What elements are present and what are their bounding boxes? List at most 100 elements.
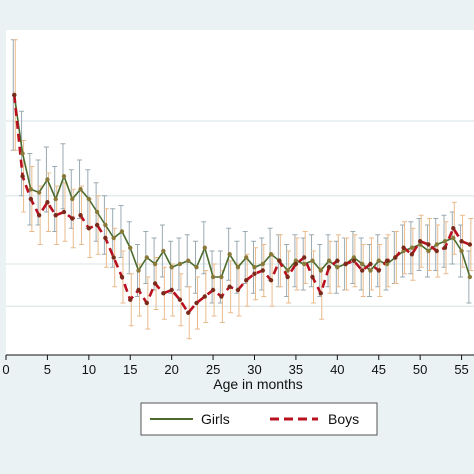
girls-point-15 bbox=[128, 245, 133, 250]
girls-point-20 bbox=[169, 265, 174, 270]
boys-point-38 bbox=[318, 291, 323, 296]
top-band bbox=[0, 0, 474, 30]
girls-point-43 bbox=[359, 261, 365, 267]
boys-point-12 bbox=[103, 235, 108, 241]
girls-point-42 bbox=[351, 255, 357, 260]
girls-point-25 bbox=[210, 274, 216, 280]
girls-point-19 bbox=[161, 248, 166, 254]
boys-point-49 bbox=[409, 252, 415, 257]
boys-point-14 bbox=[119, 274, 125, 280]
girls-point-7 bbox=[61, 174, 67, 179]
girls-point-50 bbox=[417, 242, 423, 247]
girls-point-39 bbox=[326, 258, 332, 263]
boys-point-9 bbox=[78, 213, 83, 218]
girls-point-40 bbox=[335, 265, 340, 270]
girls-point-9 bbox=[78, 187, 83, 192]
boys-point-47 bbox=[393, 255, 398, 260]
x-axis-ticks: 0 5 10 15 20 25 30 35 40 45 50 55 bbox=[2, 355, 469, 377]
boys-point-18 bbox=[152, 281, 158, 286]
x-tick-label-15: 15 bbox=[123, 362, 137, 377]
x-tick-label-40: 40 bbox=[330, 362, 344, 377]
boys-point-42 bbox=[351, 258, 357, 263]
girls-point-37 bbox=[310, 258, 315, 263]
boys-point-6 bbox=[53, 213, 58, 218]
boys-point-28 bbox=[235, 287, 241, 293]
boys-point-17 bbox=[144, 300, 150, 306]
girls-point-10 bbox=[86, 196, 92, 202]
boys-point-46 bbox=[384, 258, 390, 263]
girls-point-29 bbox=[244, 255, 249, 260]
boys-point-30 bbox=[252, 271, 257, 276]
girls-point-2 bbox=[20, 151, 25, 156]
girls-point-22 bbox=[186, 258, 191, 263]
boys-point-34 bbox=[285, 274, 290, 280]
girls-point-27 bbox=[227, 252, 232, 257]
girls-point-3 bbox=[28, 187, 34, 192]
x-tick-label-55: 55 bbox=[454, 362, 468, 377]
boys-point-8 bbox=[70, 216, 75, 221]
girls-point-55 bbox=[459, 248, 464, 254]
boys-point-43 bbox=[359, 268, 365, 273]
boys-point-48 bbox=[401, 245, 406, 250]
boys-point-27 bbox=[227, 284, 232, 289]
boys-point-41 bbox=[343, 261, 348, 267]
boys-point-33 bbox=[277, 258, 282, 263]
boys-point-19 bbox=[161, 291, 166, 296]
boys-point-39 bbox=[326, 265, 332, 270]
girls-point-53 bbox=[442, 239, 448, 244]
boys-point-53 bbox=[442, 245, 448, 250]
girls-point-12 bbox=[103, 222, 108, 228]
girls-point-17 bbox=[144, 255, 150, 260]
girls-point-54 bbox=[451, 235, 456, 241]
boys-point-16 bbox=[136, 287, 141, 293]
boys-point-52 bbox=[434, 248, 439, 254]
boys-point-45 bbox=[376, 268, 381, 273]
boys-point-5 bbox=[45, 200, 50, 205]
girls-point-34 bbox=[285, 268, 290, 273]
boys-point-36 bbox=[301, 255, 307, 260]
boys-point-4 bbox=[36, 213, 42, 218]
girls-point-36 bbox=[301, 261, 307, 267]
boys-point-25 bbox=[210, 287, 216, 293]
girls-point-30 bbox=[252, 265, 257, 270]
x-tick-label-25: 25 bbox=[206, 362, 220, 377]
boys-point-13 bbox=[111, 255, 116, 260]
boys-point-55 bbox=[459, 239, 464, 244]
legend: Girls Boys bbox=[140, 402, 378, 436]
x-tick-label-20: 20 bbox=[164, 362, 178, 377]
boys-point-10 bbox=[86, 226, 92, 231]
girls-point-14 bbox=[119, 229, 125, 234]
girls-point-23 bbox=[194, 265, 199, 270]
girls-point-8 bbox=[70, 196, 75, 202]
girls-point-46 bbox=[384, 261, 390, 267]
boys-point-51 bbox=[426, 242, 431, 247]
legend-boys-label: Boys bbox=[328, 411, 359, 427]
x-tick-label-0: 0 bbox=[2, 362, 9, 377]
girls-point-35 bbox=[293, 258, 299, 263]
boys-point-24 bbox=[202, 294, 207, 299]
boys-point-22 bbox=[186, 310, 191, 315]
boys-point-31 bbox=[260, 268, 265, 273]
girls-point-45 bbox=[376, 258, 381, 263]
boys-point-1 bbox=[12, 92, 17, 98]
boys-point-32 bbox=[268, 278, 274, 283]
girls-point-49 bbox=[409, 245, 415, 250]
x-tick-label-30: 30 bbox=[247, 362, 261, 377]
girls-point-13 bbox=[111, 235, 116, 241]
series-points bbox=[12, 92, 473, 315]
boys-point-7 bbox=[61, 209, 67, 215]
boys-point-35 bbox=[293, 261, 299, 267]
boys-point-21 bbox=[177, 297, 183, 302]
x-tick-label-10: 10 bbox=[82, 362, 96, 377]
boys-point-54 bbox=[451, 226, 456, 231]
girls-point-31 bbox=[260, 261, 265, 267]
boys-point-20 bbox=[169, 287, 174, 293]
x-tick-label-45: 45 bbox=[372, 362, 386, 377]
boys-point-3 bbox=[28, 196, 34, 202]
girls-point-6 bbox=[53, 196, 58, 202]
girls-point-44 bbox=[368, 268, 373, 273]
girls-point-4 bbox=[36, 190, 42, 195]
girls-point-38 bbox=[318, 268, 323, 273]
